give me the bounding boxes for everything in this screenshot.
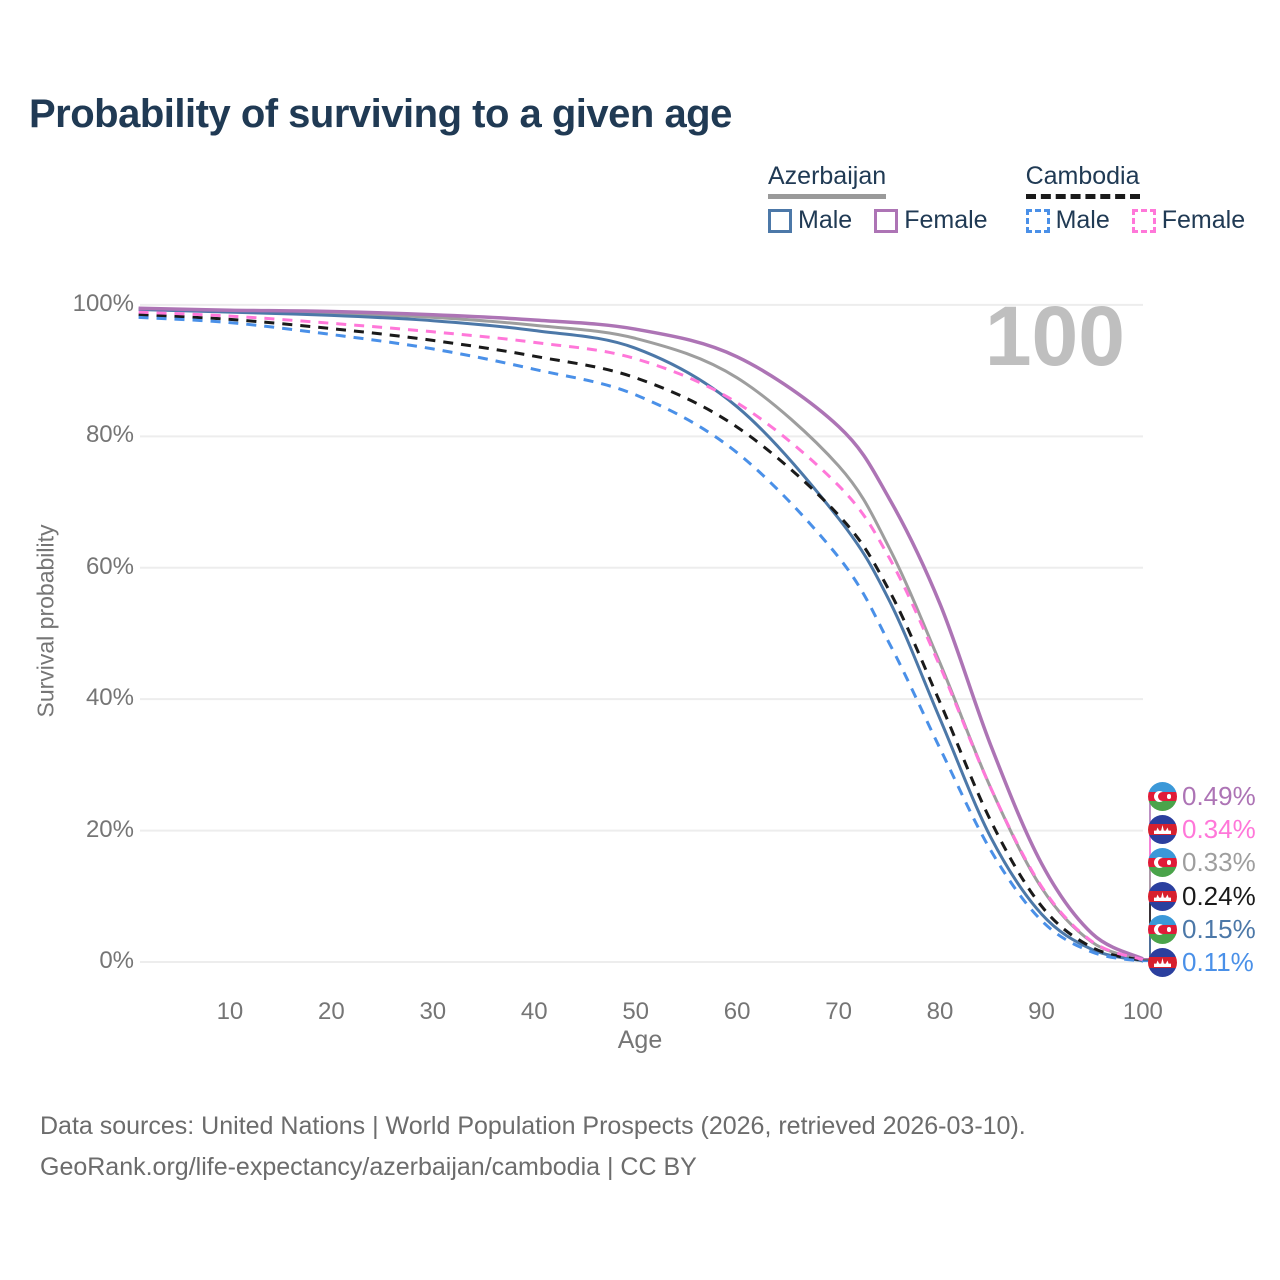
x-tick-label: 50 bbox=[622, 998, 650, 1025]
y-axis-title: Survival probability bbox=[32, 524, 59, 718]
azerbaijan-male-label: Male bbox=[798, 206, 853, 234]
azerbaijan-female-label: Female bbox=[904, 206, 988, 234]
y-tick-label: 20% bbox=[85, 815, 134, 843]
cambodia-flag-icon bbox=[1148, 882, 1177, 911]
x-tick-label: 60 bbox=[723, 998, 751, 1025]
end-label-row: 0.49% bbox=[1148, 781, 1256, 812]
cambodia-female-label: Female bbox=[1161, 206, 1246, 234]
azerbaijan-flag-icon bbox=[1148, 915, 1177, 944]
end-label-value: 0.11% bbox=[1182, 947, 1254, 977]
x-tick-label: 100 bbox=[1122, 998, 1163, 1025]
end-label-row: 0.33% bbox=[1148, 847, 1256, 878]
azerbaijan-male-swatch-icon bbox=[768, 208, 792, 233]
curve-cambodia-female bbox=[138, 310, 1144, 962]
cambodia-flag-icon bbox=[1148, 948, 1177, 977]
curve-azerbaijan-both-sexes bbox=[138, 307, 1144, 962]
end-label-row: 0.11% bbox=[1148, 947, 1254, 978]
end-label-row: 0.15% bbox=[1148, 914, 1256, 945]
legend-country-azerbaijan: Azerbaijan bbox=[768, 162, 887, 199]
end-label-row: 0.34% bbox=[1148, 814, 1256, 845]
cambodia-male-label: Male bbox=[1055, 206, 1110, 234]
y-tick-label: 40% bbox=[85, 684, 134, 712]
x-tick-label: 80 bbox=[926, 998, 954, 1025]
cambodia-flag-icon bbox=[1148, 815, 1177, 844]
curve-cambodia-male bbox=[138, 315, 1144, 963]
azerbaijan-flag-icon bbox=[1148, 848, 1177, 877]
end-label-value: 0.24% bbox=[1182, 881, 1256, 911]
y-tick-label: 100% bbox=[72, 289, 134, 317]
curve-cambodia-both-sexes bbox=[138, 313, 1144, 962]
page-title: Probability of surviving to a given age bbox=[29, 92, 732, 136]
y-tick-label: 0% bbox=[99, 947, 134, 974]
end-label-value: 0.34% bbox=[1182, 814, 1256, 844]
azerbaijan-flag-icon bbox=[1148, 782, 1177, 811]
x-tick-label: 40 bbox=[520, 998, 548, 1025]
end-label-row: 0.24% bbox=[1148, 881, 1256, 912]
end-label-value: 0.49% bbox=[1182, 781, 1256, 811]
end-label-value: 0.15% bbox=[1182, 914, 1256, 944]
age-watermark: 100 bbox=[984, 289, 1125, 383]
y-tick-label: 60% bbox=[85, 552, 134, 580]
cambodia-male-swatch-icon bbox=[1025, 208, 1050, 233]
x-tick-label: 20 bbox=[318, 998, 345, 1025]
end-label-value: 0.33% bbox=[1182, 847, 1256, 877]
x-tick-label: 70 bbox=[825, 998, 852, 1025]
cambodia-female-swatch-icon bbox=[1131, 208, 1156, 233]
x-tick-label: 90 bbox=[1028, 998, 1055, 1025]
x-axis-title: Age bbox=[617, 1026, 663, 1054]
chart-footer: Data sources: United Nations | World Pop… bbox=[40, 1106, 1026, 1188]
y-tick-label: 80% bbox=[85, 421, 134, 449]
x-tick-label: 10 bbox=[216, 998, 244, 1025]
data-sources-text: Data sources: United Nations | World Pop… bbox=[40, 1112, 1026, 1140]
chart-legend: Azerbaijan Male Female Cambodia Male Fem… bbox=[768, 162, 1245, 235]
legend-country-cambodia: Cambodia bbox=[1025, 162, 1140, 199]
source-url-text[interactable]: GeoRank.org/life-expectancy/azerbaijan/c… bbox=[40, 1153, 697, 1181]
curve-azerbaijan-male bbox=[138, 308, 1144, 963]
curve-azerbaijan-female bbox=[138, 306, 1144, 961]
legend-group-azerbaijan: Azerbaijan Male Female bbox=[768, 162, 988, 235]
x-tick-label: 30 bbox=[419, 998, 447, 1025]
azerbaijan-female-swatch-icon bbox=[874, 208, 899, 233]
legend-group-cambodia: Cambodia Male Female bbox=[1025, 162, 1246, 235]
